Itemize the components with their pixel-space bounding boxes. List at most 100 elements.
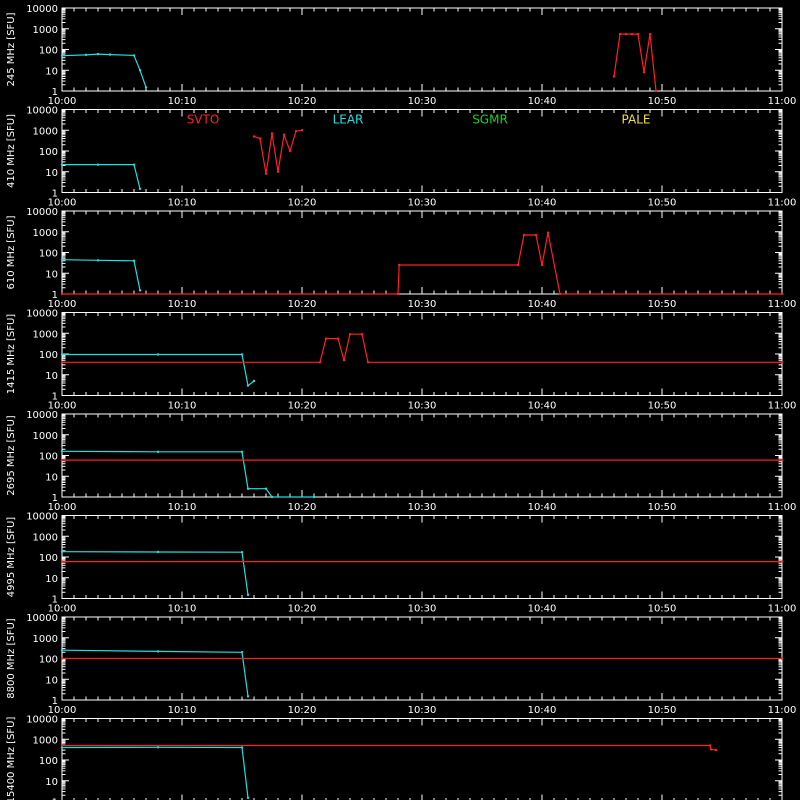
data-point-svto [710, 748, 713, 751]
data-point-svto [282, 133, 286, 137]
y-tick-label: 10 [45, 168, 58, 179]
y-tick-label: 100 [39, 756, 58, 767]
y-tick-label: 1 [52, 798, 58, 800]
x-tick-label: 10:40 [528, 705, 557, 716]
data-point-svto [252, 135, 256, 138]
series-line-svto [62, 232, 782, 295]
y-tick-label: 10000 [26, 4, 58, 15]
y-tick-label: 1000 [33, 735, 58, 746]
y-tick-label: 10 [45, 371, 58, 382]
y-tick-label: 1 [52, 87, 58, 98]
y-tick-label: 1000 [33, 126, 58, 137]
data-point-lear [264, 487, 268, 490]
x-tick-label: 10:00 [48, 604, 77, 615]
series-line-lear [62, 164, 141, 189]
y-axis-label: 2695 MHz [SFU] [6, 415, 17, 496]
x-tick-label: 11:00 [768, 604, 797, 615]
x-tick-label: 10:00 [48, 299, 77, 310]
data-point-lear [156, 746, 160, 749]
x-tick-label: 11:00 [768, 198, 797, 209]
data-point-svto [348, 332, 352, 336]
panel-5: 1 10 100 1000 10000 10:00 10:10 10:20 10:30 10:40… [6, 512, 796, 615]
x-tick-label: 10:30 [408, 198, 437, 209]
data-point-svto [780, 560, 784, 563]
data-point-svto [336, 337, 340, 340]
y-axis-label: 8800 MHz [SFU] [6, 618, 17, 699]
y-tick-label: 1000 [33, 25, 58, 36]
y-axis-label: 1415 MHz [SFU] [6, 314, 17, 395]
data-point-lear [84, 53, 88, 57]
series-line-lear [61, 259, 141, 291]
y-tick-label: 10000 [26, 106, 58, 117]
x-tick-label: 10:20 [288, 299, 317, 310]
data-point-lear [246, 384, 250, 387]
y-tick-label: 10 [45, 675, 58, 686]
x-tick-label: 11:00 [768, 401, 797, 412]
data-point-lear [60, 550, 64, 553]
data-point-lear [96, 259, 100, 262]
x-tick-label: 10:00 [48, 502, 77, 513]
x-tick-label: 10:50 [648, 502, 677, 513]
series-line-lear [61, 649, 249, 697]
data-point-lear [240, 651, 244, 654]
y-tick-label: 100 [39, 553, 58, 564]
x-tick-label: 10:40 [528, 198, 557, 209]
x-tick-label: 10:40 [528, 604, 557, 615]
data-point-svto [780, 292, 784, 296]
data-point-svto [60, 292, 64, 296]
y-axis-label: 4995 MHz [SFU] [6, 517, 17, 598]
data-point-svto [60, 361, 64, 364]
x-tick-label: 10:20 [288, 604, 317, 615]
data-point-svto [780, 458, 784, 462]
x-tick-label: 10:40 [528, 96, 557, 107]
data-point-svto [270, 132, 274, 135]
data-point-lear [312, 495, 316, 499]
x-tick-label: 11:00 [768, 502, 797, 513]
data-point-lear [246, 796, 250, 800]
data-point-svto [396, 292, 400, 296]
data-point-svto [780, 657, 784, 660]
series-line-lear [61, 551, 249, 595]
x-tick-label: 10:20 [288, 96, 317, 107]
y-tick-label: 10 [45, 269, 58, 280]
x-tick-label: 11:00 [768, 299, 797, 310]
y-tick-label: 100 [39, 249, 58, 260]
x-tick-label: 10:10 [168, 502, 197, 513]
x-tick-label: 10:20 [288, 705, 317, 716]
x-tick-label: 10:00 [48, 401, 77, 412]
data-point-lear [60, 258, 64, 261]
data-point-lear [60, 450, 64, 453]
y-tick-label: 1000 [33, 634, 58, 645]
y-tick-label: 10 [45, 472, 58, 483]
data-point-svto [642, 71, 646, 74]
data-point-svto [654, 89, 658, 93]
data-point-lear [60, 163, 64, 166]
panel-0: 1 10 100 1000 10000 10:00 10:10 10:20 10:30 10:40… [6, 4, 796, 107]
data-point-svto [780, 361, 784, 364]
data-point-lear [132, 163, 136, 166]
data-point-svto [294, 129, 298, 133]
data-point-svto [636, 32, 640, 36]
y-tick-label: 10000 [26, 512, 58, 523]
data-point-svto [612, 75, 616, 78]
x-tick-label: 10:30 [408, 604, 437, 615]
x-tick-label: 10:00 [48, 198, 77, 209]
panel-3: 1 10 100 1000 10000 10:00 10:10 10:20 10:30 10:40… [6, 309, 796, 412]
x-tick-label: 10:30 [408, 705, 437, 716]
y-tick-label: 1 [52, 696, 58, 707]
legend-lear: LEAR [333, 113, 364, 127]
data-point-svto [60, 560, 64, 563]
data-point-lear [156, 550, 160, 554]
data-point-svto [648, 32, 652, 36]
data-point-lear [132, 259, 136, 262]
y-tick-label: 10 [45, 777, 58, 788]
data-point-svto [540, 263, 544, 267]
x-tick-label: 10:30 [408, 401, 437, 412]
data-point-svto [534, 233, 538, 237]
data-point-svto [300, 129, 304, 132]
y-tick-label: 1 [52, 290, 58, 301]
data-point-lear [60, 353, 64, 356]
data-point-lear [270, 495, 274, 499]
